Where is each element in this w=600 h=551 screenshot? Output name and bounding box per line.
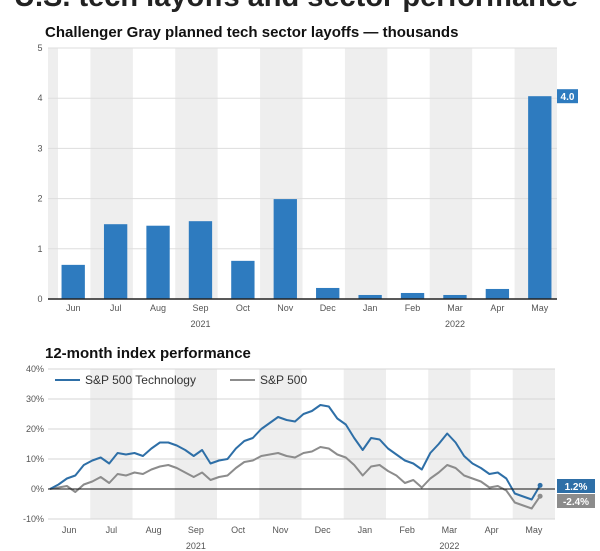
y-tick-label: 3 — [37, 143, 42, 153]
y-tick-label: 4 — [37, 93, 42, 103]
band-mar — [429, 48, 473, 299]
bar-oct — [231, 260, 255, 299]
bar-aug — [146, 225, 170, 299]
line-chart-title: 12-month index performance — [45, 345, 251, 362]
x-tick-label: Sep — [188, 525, 204, 535]
x-tick-label: Aug — [150, 303, 166, 313]
year-label: 2022 — [439, 541, 459, 551]
x-tick-label: Jun — [62, 525, 77, 535]
band-sep — [174, 369, 217, 519]
x-tick-label: Sep — [192, 303, 208, 313]
x-tick-label: Jun — [66, 303, 81, 313]
x-tick-label: Mar — [442, 525, 458, 535]
x-tick-label: May — [525, 525, 543, 535]
band-jul — [90, 369, 133, 519]
year-label: 2021 — [186, 541, 206, 551]
bar-nov — [273, 199, 297, 299]
x-tick-label: Oct — [231, 525, 246, 535]
x-tick-label: Nov — [277, 303, 294, 313]
y-tick-label: 2 — [37, 194, 42, 204]
y-tick-label: 40% — [26, 364, 44, 374]
x-tick-label: Nov — [272, 525, 289, 535]
x-tick-label: Dec — [320, 303, 337, 313]
x-tick-label: Jan — [363, 303, 378, 313]
year-label: 2021 — [190, 319, 210, 329]
x-tick-label: Jul — [110, 303, 122, 313]
series-end-dot — [537, 493, 543, 499]
last-value-badge — [557, 479, 595, 493]
x-tick-label: Jan — [358, 525, 373, 535]
x-tick-label: May — [531, 303, 549, 313]
bar-jan — [358, 294, 382, 299]
band-jan — [344, 48, 388, 299]
y-tick-label: 10% — [26, 454, 44, 464]
bar-sep — [188, 221, 213, 299]
year-label: 2022 — [445, 319, 465, 329]
legend-label: S&P 500 Technology — [85, 373, 196, 387]
x-tick-label: Oct — [236, 303, 251, 313]
last-value-badge — [557, 494, 595, 508]
last-value-label: 1.2% — [565, 482, 588, 493]
bar-jul — [103, 224, 128, 299]
x-tick-label: Jul — [106, 525, 118, 535]
x-tick-label: Mar — [447, 303, 463, 313]
bar-chart-title: Challenger Gray planned tech sector layo… — [45, 24, 459, 41]
y-tick-label: 1 — [37, 244, 42, 254]
bar-dec — [316, 287, 340, 299]
bar-feb — [400, 292, 425, 299]
x-tick-label: Dec — [315, 525, 332, 535]
band-jan — [343, 369, 386, 519]
x-tick-label: Feb — [399, 525, 415, 535]
last-value-label: 4.0 — [561, 92, 575, 103]
x-tick-label: Aug — [146, 525, 162, 535]
x-tick-label: Feb — [405, 303, 421, 313]
y-tick-label: 0 — [37, 294, 42, 304]
y-tick-label: 30% — [26, 394, 44, 404]
band-mar — [428, 369, 471, 519]
bar-chart: 0 1 2 3 4 5 Jun Jul Aug Sep Oct Nov Dec Jan Feb Mar Apr M… — [37, 43, 578, 329]
last-value-badge — [557, 89, 578, 104]
band-nov — [259, 369, 302, 519]
y-tick-label: 20% — [26, 424, 44, 434]
bar-may — [528, 96, 552, 299]
legend-label: S&P 500 — [260, 373, 307, 387]
x-tick-label: Apr — [485, 525, 499, 535]
y-tick-label: 0% — [31, 484, 44, 494]
band-left-edge — [48, 48, 58, 299]
x-tick-label: Apr — [490, 303, 504, 313]
bar-jun — [61, 264, 85, 299]
bar-mar — [443, 294, 467, 299]
y-tick-label: -10% — [23, 514, 44, 524]
series-end-dot — [537, 482, 543, 488]
last-value-label: -2.4% — [563, 497, 589, 508]
y-tick-label: 5 — [37, 43, 42, 53]
series-line-s-p-500 — [49, 446, 541, 510]
series-line-s-p-500-technology — [49, 404, 541, 501]
bar-apr — [485, 288, 510, 299]
page-headline: U.S. tech layoffs and sector performance — [14, 0, 586, 14]
